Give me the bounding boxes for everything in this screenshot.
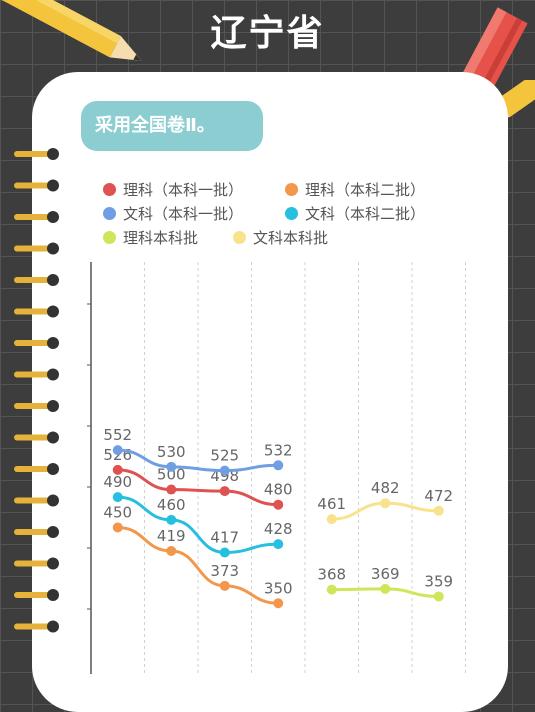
data-label: 359 bbox=[424, 572, 453, 590]
data-point bbox=[220, 466, 230, 476]
data-label: 450 bbox=[103, 503, 132, 521]
data-label: 525 bbox=[210, 447, 239, 465]
data-label: 461 bbox=[317, 495, 346, 513]
data-label: 482 bbox=[371, 479, 400, 497]
data-label: 419 bbox=[157, 527, 186, 545]
line-chart: 5265004984804504193733505525305255324904… bbox=[0, 0, 535, 674]
data-label: 369 bbox=[371, 565, 400, 583]
data-point bbox=[380, 584, 390, 594]
data-point bbox=[166, 546, 176, 556]
data-label: 428 bbox=[264, 520, 293, 538]
data-point bbox=[113, 492, 123, 502]
data-point bbox=[166, 515, 176, 525]
data-label: 350 bbox=[264, 579, 293, 597]
data-point bbox=[273, 460, 283, 470]
data-point bbox=[220, 486, 230, 496]
data-label: 480 bbox=[264, 481, 293, 499]
data-point bbox=[273, 598, 283, 608]
data-point bbox=[220, 581, 230, 591]
data-label: 417 bbox=[210, 528, 239, 546]
series-line bbox=[118, 470, 279, 505]
data-point bbox=[166, 462, 176, 472]
data-point bbox=[434, 591, 444, 601]
data-label: 472 bbox=[424, 487, 453, 505]
data-point bbox=[327, 585, 337, 595]
data-point bbox=[273, 539, 283, 549]
data-point bbox=[166, 485, 176, 495]
data-label: 532 bbox=[264, 441, 293, 459]
data-label: 460 bbox=[157, 496, 186, 514]
data-label: 368 bbox=[317, 566, 346, 584]
data-point bbox=[220, 547, 230, 557]
data-label: 490 bbox=[103, 473, 132, 491]
data-point bbox=[327, 514, 337, 524]
data-label: 373 bbox=[210, 562, 239, 580]
data-point bbox=[380, 498, 390, 508]
data-point bbox=[434, 506, 444, 516]
data-label: 530 bbox=[157, 443, 186, 461]
data-point bbox=[113, 522, 123, 532]
data-label: 552 bbox=[103, 426, 132, 444]
data-point bbox=[113, 445, 123, 455]
data-point bbox=[273, 500, 283, 510]
